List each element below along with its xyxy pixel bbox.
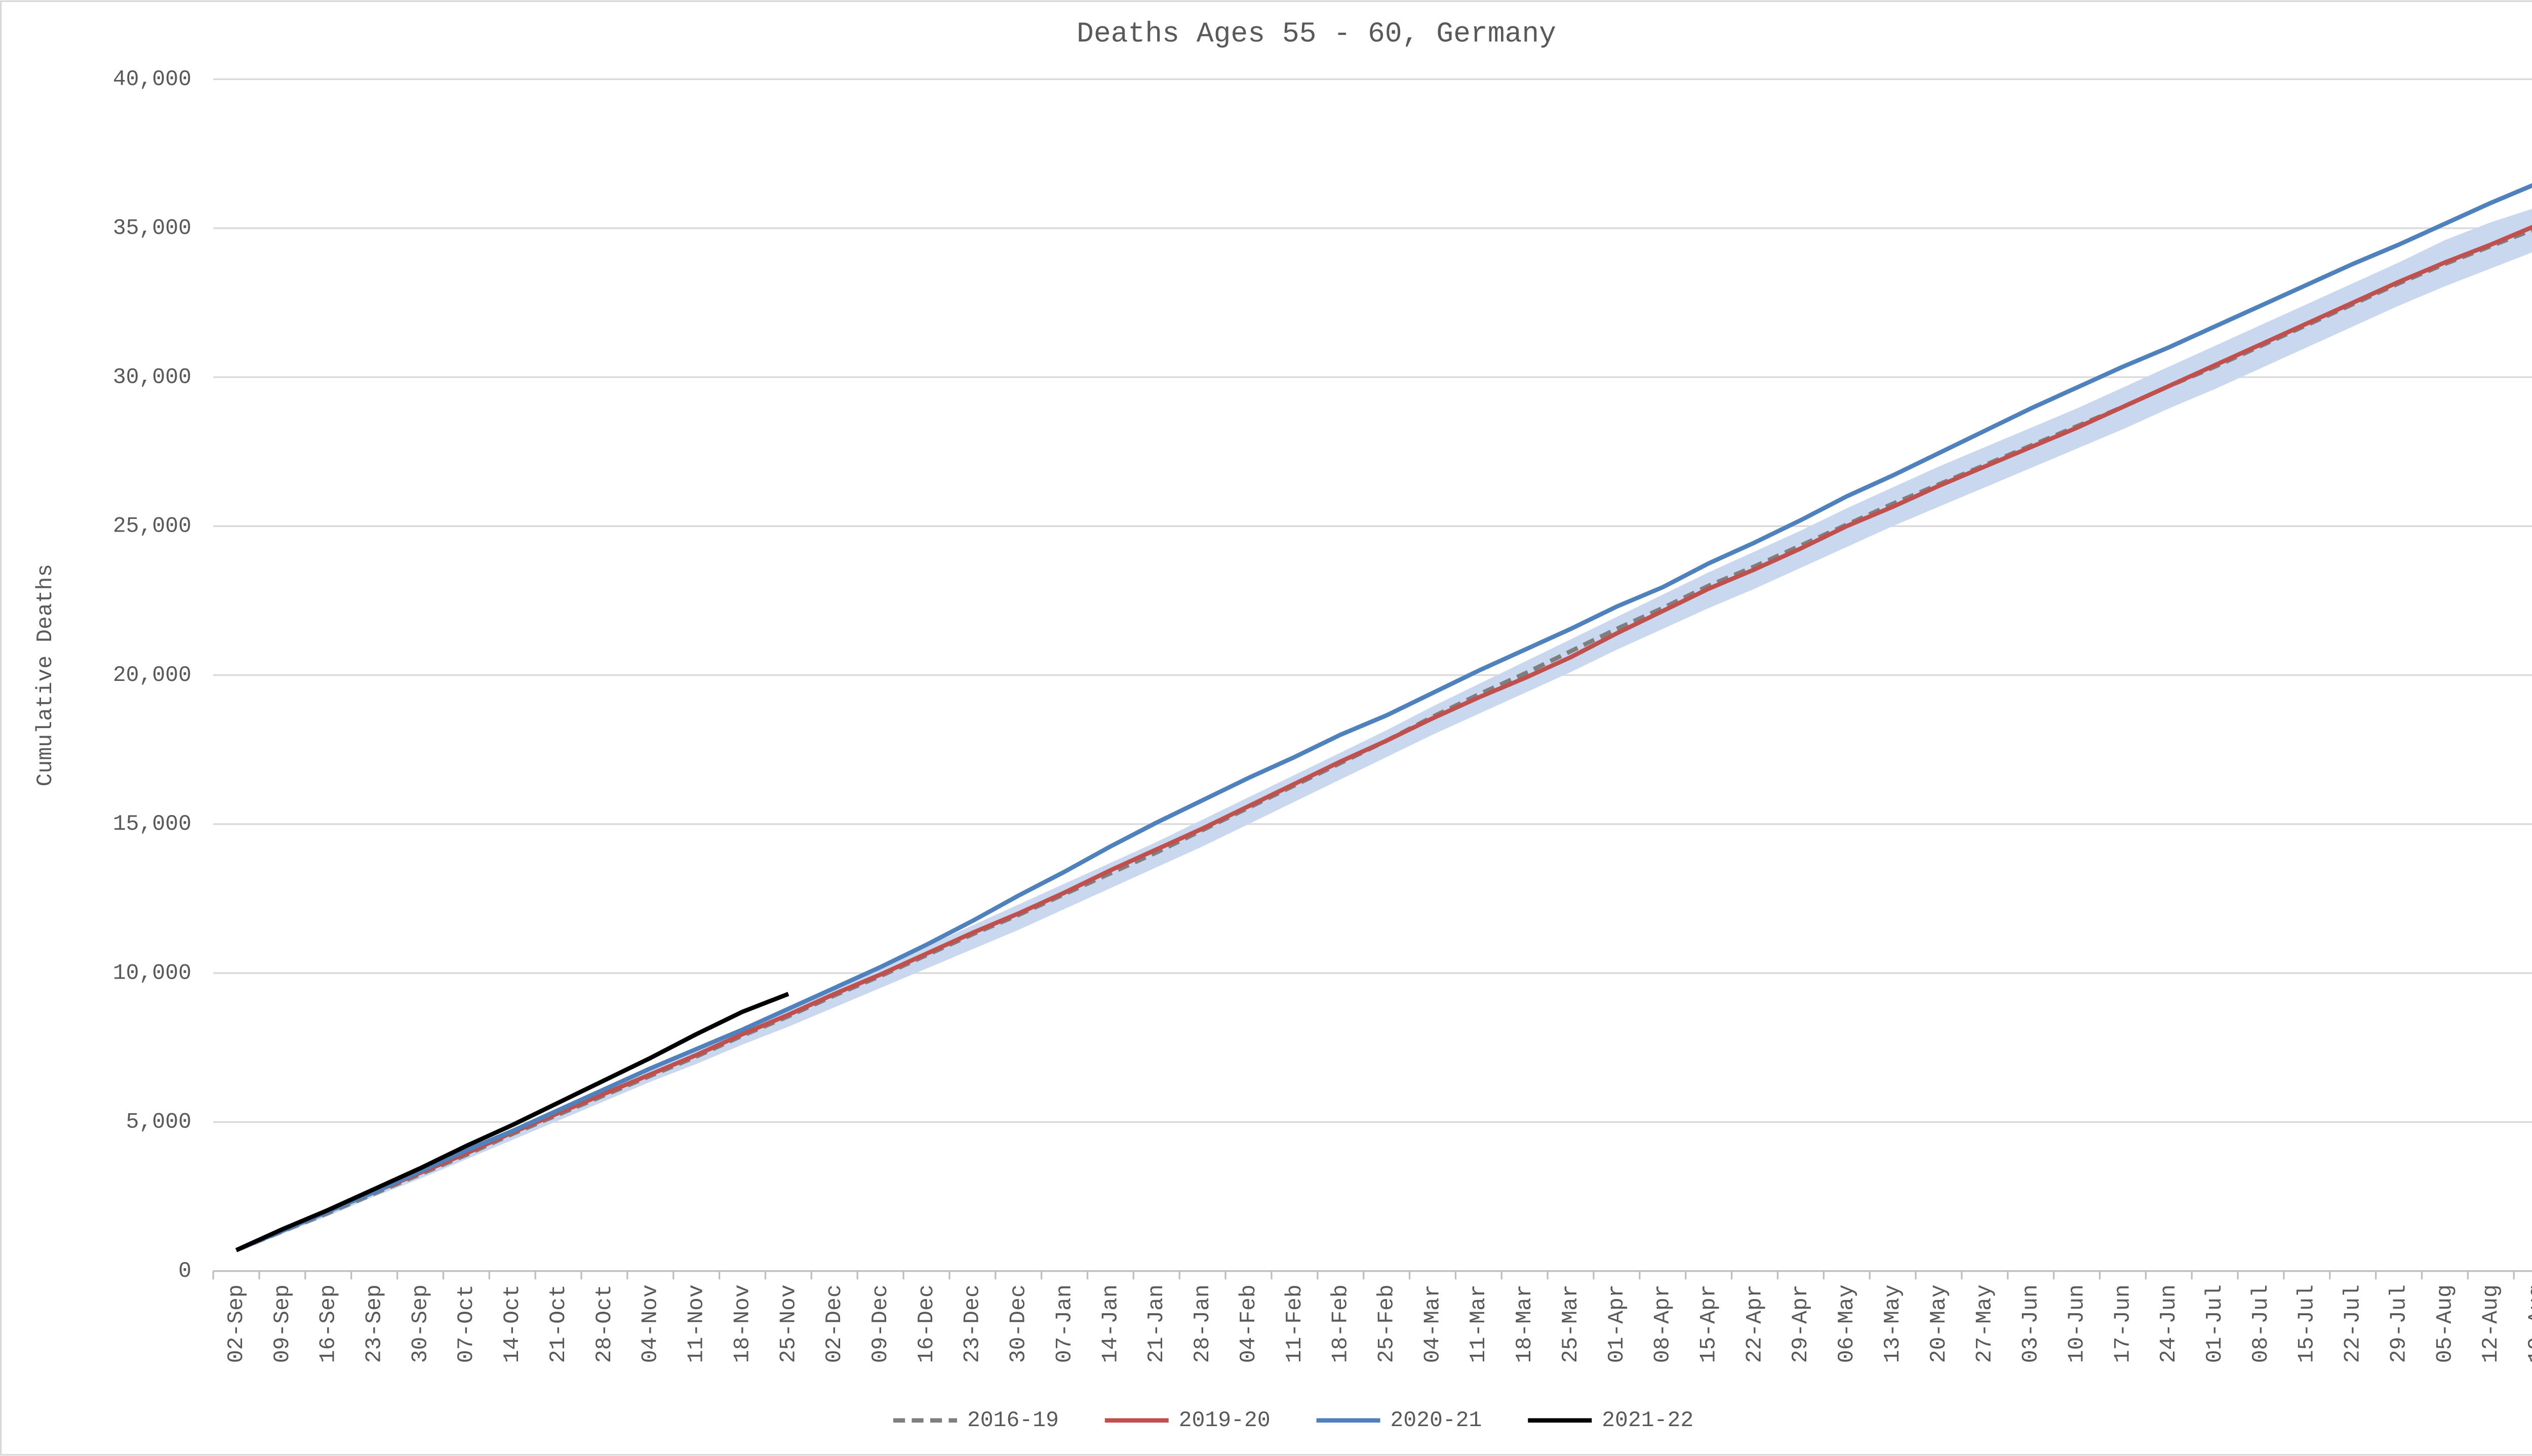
x-tick-label: 27-May	[1972, 1284, 1997, 1363]
y-tick-label: 30,000	[113, 365, 191, 389]
x-tick-label: 22-Apr	[1742, 1284, 1767, 1363]
legend-item: 2020-21	[1316, 1408, 1482, 1433]
x-tick-label: 25-Mar	[1558, 1284, 1583, 1363]
x-tick-label: 24-Jun	[2156, 1284, 2181, 1363]
x-tick-label: 23-Dec	[960, 1284, 985, 1363]
x-tick-label: 02-Dec	[822, 1284, 847, 1363]
x-tick-label: 09-Dec	[868, 1284, 893, 1363]
x-tick-label: 25-Nov	[776, 1284, 801, 1363]
x-tick-label: 09-Sep	[270, 1284, 295, 1363]
y-tick-label: 15,000	[113, 812, 191, 836]
x-tick-label: 18-Mar	[1512, 1284, 1537, 1363]
x-tick-label: 08-Jul	[2248, 1284, 2273, 1363]
x-tick-label: 07-Jan	[1052, 1284, 1077, 1363]
x-tick-label: 11-Feb	[1282, 1284, 1307, 1363]
legend-label: 2021-22	[1602, 1408, 1693, 1433]
legend-item: 2016-19	[893, 1408, 1059, 1433]
x-tick-label: 15-Apr	[1696, 1284, 1721, 1363]
x-tick-label: 19-Aug	[2524, 1284, 2532, 1363]
x-tick-label: 01-Jul	[2202, 1284, 2227, 1363]
y-tick-label: 0	[178, 1259, 191, 1283]
chart-title: Deaths Ages 55 - 60, Germany	[1077, 18, 1556, 50]
x-tick-label: 14-Oct	[500, 1284, 525, 1363]
x-tick-label: 29-Jul	[2386, 1284, 2411, 1363]
legend-label: 2019-20	[1179, 1408, 1271, 1433]
x-tick-label: 04-Feb	[1236, 1284, 1261, 1363]
x-tick-label: 02-Sep	[224, 1284, 249, 1363]
y-tick-label: 10,000	[113, 960, 191, 985]
x-tick-label: 20-May	[1926, 1284, 1951, 1363]
range-band	[236, 209, 2532, 1252]
legend-item: 2019-20	[1104, 1408, 1271, 1433]
series-line	[235, 183, 2532, 1252]
x-tick-label: 18-Feb	[1328, 1284, 1353, 1363]
y-tick-label: 20,000	[113, 663, 191, 687]
legend-label: 2016-19	[967, 1408, 1059, 1433]
x-tick-label: 16-Dec	[914, 1284, 939, 1363]
x-tick-label: 04-Nov	[638, 1284, 663, 1363]
x-tick-label: 21-Jan	[1144, 1284, 1169, 1363]
x-tick-label: 13-May	[1880, 1284, 1905, 1363]
x-tick-label: 01-Apr	[1604, 1284, 1629, 1363]
x-tick-label: 29-Apr	[1788, 1284, 1813, 1363]
x-tick-label: 15-Jul	[2294, 1284, 2319, 1363]
x-tick-label: 08-Apr	[1650, 1284, 1675, 1363]
x-tick-label: 04-Mar	[1420, 1284, 1445, 1363]
x-tick-label: 11-Nov	[684, 1284, 709, 1363]
y-axis-title: Cumulative Deaths	[33, 564, 58, 787]
legend-item: 2021-22	[1528, 1408, 1693, 1433]
y-tick-label: 5,000	[126, 1110, 191, 1135]
x-tick-label: 12-Aug	[2478, 1284, 2503, 1363]
x-tick-label: 06-May	[1834, 1284, 1859, 1363]
y-tick-label: 25,000	[113, 514, 191, 539]
series-line	[235, 992, 789, 1252]
x-tick-label: 10-Jun	[2064, 1284, 2089, 1363]
x-tick-label: 22-Jul	[2341, 1284, 2365, 1363]
x-tick-label: 18-Nov	[730, 1284, 755, 1363]
x-tick-label: 03-Jun	[2019, 1284, 2043, 1363]
legend-label: 2020-21	[1390, 1408, 1482, 1433]
x-tick-label: 25-Feb	[1374, 1284, 1399, 1363]
x-tick-label: 28-Jan	[1190, 1284, 1215, 1363]
x-tick-label: 16-Sep	[316, 1284, 341, 1363]
x-tick-label: 30-Dec	[1006, 1284, 1031, 1363]
series-line	[235, 225, 2532, 1252]
x-tick-label: 07-Oct	[454, 1284, 479, 1363]
x-tick-label: 17-Jun	[2110, 1284, 2135, 1363]
x-tick-label: 05-Aug	[2432, 1284, 2457, 1363]
x-tick-label: 14-Jan	[1098, 1284, 1123, 1363]
x-tick-label: 30-Sep	[408, 1284, 432, 1363]
x-tick-label: 23-Sep	[362, 1284, 387, 1363]
x-tick-label: 21-Oct	[546, 1284, 571, 1363]
y-tick-label: 35,000	[113, 216, 191, 240]
y-tick-label: 40,000	[113, 67, 191, 92]
x-tick-label: 11-Mar	[1466, 1284, 1491, 1363]
x-tick-label: 28-Oct	[592, 1284, 617, 1363]
